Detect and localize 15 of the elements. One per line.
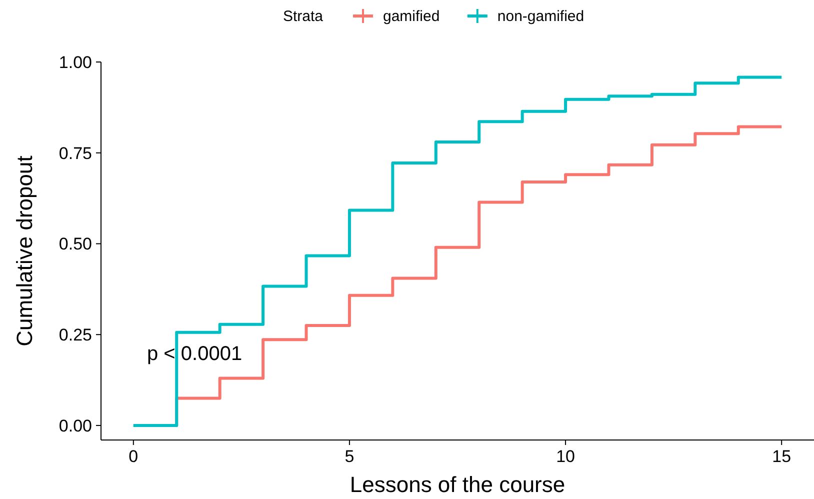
y-tick-label: 0.25 <box>58 326 92 345</box>
x-axis-title: Lessons of the course <box>350 472 566 497</box>
legend-title: Strata <box>283 8 324 25</box>
y-axis-title: Cumulative dropout <box>12 156 37 346</box>
x-tick-label: 0 <box>128 447 138 466</box>
annotation: p < 0.0001 <box>147 343 242 365</box>
x-tick-label: 15 <box>772 447 792 466</box>
legend-label: non-gamified <box>497 8 584 25</box>
y-tick-label: 1.00 <box>58 52 92 72</box>
x-tick-label: 10 <box>556 447 575 466</box>
y-tick-label: 0.00 <box>58 416 92 436</box>
y-tick-label: 0.50 <box>58 234 92 254</box>
y-tick-label: 0.75 <box>58 144 92 163</box>
legend-label: gamified <box>383 8 440 25</box>
x-tick-label: 5 <box>344 447 354 466</box>
